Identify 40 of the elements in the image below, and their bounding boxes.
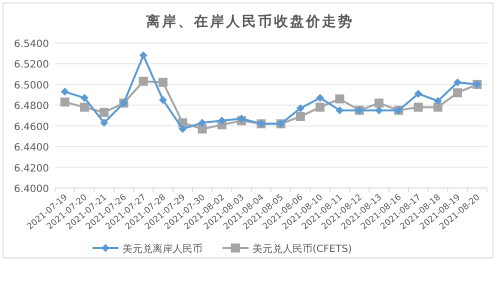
- point: [139, 51, 148, 60]
- point: [375, 106, 383, 114]
- point: [60, 88, 69, 96]
- point: [374, 98, 384, 108]
- point: [454, 78, 462, 86]
- point: [453, 88, 462, 98]
- point: [60, 98, 70, 107]
- y-tick-label: 6.5000: [14, 80, 49, 92]
- y-tick-label: 6.4600: [14, 122, 49, 133]
- point: [238, 114, 246, 123]
- point: [138, 76, 148, 86]
- point: [336, 106, 344, 114]
- legend-label: 美元兑离岸人民币: [122, 243, 202, 255]
- chart-title: 离岸、在岸人民币收盘价走势: [145, 13, 354, 30]
- point: [198, 118, 206, 127]
- point: [434, 97, 442, 105]
- point: [316, 94, 324, 102]
- point: [414, 90, 422, 98]
- point: [100, 118, 108, 127]
- point: [178, 124, 187, 133]
- point: [296, 112, 305, 122]
- point: [159, 96, 167, 104]
- point: [335, 94, 344, 104]
- y-tick-label: 6.4400: [14, 142, 49, 154]
- y-tick-label: 6.4000: [14, 184, 49, 195]
- point: [100, 108, 109, 117]
- legend-label: 美元兑人民币(CFETS): [252, 243, 352, 255]
- point: [414, 102, 423, 112]
- point: [296, 104, 304, 112]
- point: [198, 124, 207, 134]
- y-tick-label: 6.4800: [14, 101, 49, 112]
- point: [316, 102, 325, 112]
- point: [80, 94, 88, 102]
- point: [80, 102, 89, 112]
- point: [218, 116, 226, 125]
- point: [158, 78, 168, 87]
- point: [433, 102, 442, 112]
- y-tick-label: 6.4200: [14, 163, 49, 174]
- y-tick-label: 6.5400: [14, 39, 49, 50]
- y-tick-label: 6.5200: [14, 60, 49, 71]
